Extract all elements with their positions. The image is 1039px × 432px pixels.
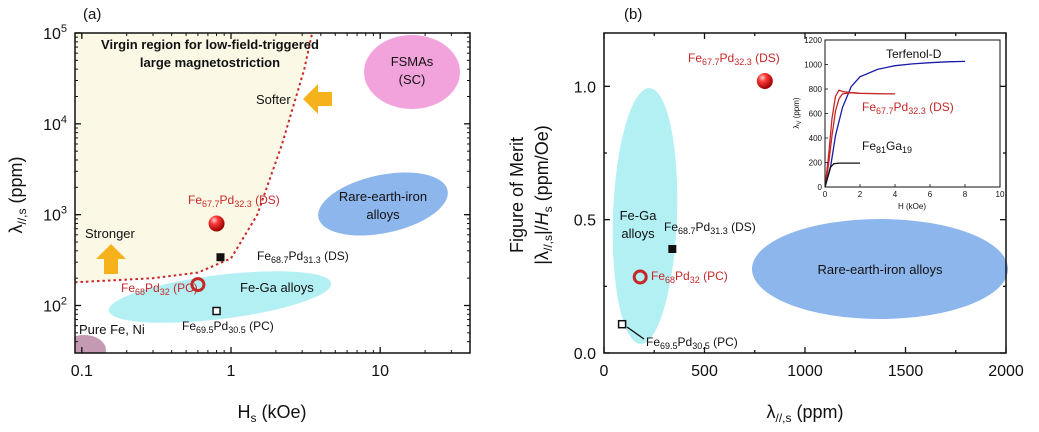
b-fe-ga-alloys-ellipse — [612, 88, 678, 344]
b-y-tick-label: 1.0 — [574, 79, 596, 96]
softer-arrow — [303, 84, 332, 114]
panel-a-ticks: 0.1 1 10 102 103 104 105 — [43, 23, 471, 380]
a-y-tick-label: 104 — [43, 114, 67, 134]
virgin-region-title-line1: Virgin region for low-field-triggered — [101, 37, 319, 52]
a-y-tick-label: 105 — [43, 23, 67, 43]
panel-a-xlabel: Hs (kOe) — [237, 402, 306, 425]
inset-y-tick-label: 1000 — [804, 61, 822, 70]
b-marker-2 — [632, 269, 648, 285]
b-y-tick-label: 0.5 — [574, 213, 596, 230]
a-x-tick-label: 0.1 — [71, 363, 93, 380]
panel-b-ylabel-line1: Figure of Merit — [507, 137, 527, 253]
rare-earth-iron-label-line2: alloys — [366, 207, 400, 222]
b-fe-ga-label-line2: alloys — [621, 226, 655, 241]
a-y-tick-label: 102 — [43, 296, 67, 316]
a-x-tick-label: 10 — [371, 363, 389, 380]
inset-label-fepd: Fe67.7Pd32.3 (DS) — [862, 100, 954, 116]
panel-b-tag: (b) — [624, 6, 642, 23]
inset-y-tick-label: 600 — [809, 110, 823, 119]
panel-a-ylabel: λ//,s (ppm) — [6, 156, 29, 233]
b-marker-0 — [756, 73, 773, 89]
b-x-tick-label: 500 — [691, 363, 718, 380]
b-marker-1 — [668, 245, 677, 253]
b-rare-earth-iron-label: Rare-earth-iron alloys — [818, 262, 943, 277]
panel-a-markers — [190, 215, 225, 316]
fsmas-ellipse — [364, 35, 460, 109]
b-rare-earth-iron-ellipse — [752, 219, 1008, 319]
panel-a: 0.1 1 10 102 103 104 105 Virgin region for low… — [6, 6, 471, 425]
a-x-tick-label: 1 — [227, 363, 236, 380]
fe-ga-alloys-label: Fe-Ga alloys — [240, 280, 314, 295]
inset-x-tick-label: 0 — [823, 190, 828, 199]
panel-a-frame — [74, 32, 471, 354]
b-marker-3 — [617, 319, 627, 329]
rare-earth-iron-label-line1: Rare-earth-iron — [339, 189, 427, 204]
panel-b-xlabel: λ//,s (ppm) — [766, 402, 843, 425]
b-label-fe68pd32-pc: Fe68Pd32 (PC) — [651, 269, 728, 285]
b-label-fe687pd313-ds: Fe68.7Pd31.3 (DS) — [664, 220, 756, 236]
inset-label-terfenol: Terfenol-D — [886, 47, 942, 61]
inset-x-tick-label: 10 — [996, 190, 1005, 199]
inset-y-tick-label: 200 — [809, 159, 823, 168]
b-x-tick-label: 2000 — [988, 363, 1024, 380]
fe-ga-alloys-ellipse — [108, 271, 332, 323]
a-label-fe687pd313-ds: Fe68.7Pd31.3 (DS) — [257, 249, 349, 265]
inset-x-tick-label: 2 — [858, 190, 863, 199]
inset-label-fega: Fe81Ga19 — [862, 139, 912, 155]
a-marker-0 — [208, 215, 225, 232]
inset-y-tick-label: 1200 — [804, 36, 822, 45]
virgin-region-title-line2: large magnetostriction — [140, 55, 280, 70]
b-label-fe695pd305-pc: Fe69.5Pd30.5 (PC) — [646, 335, 738, 351]
inset-xlabel: H (kOe) — [898, 202, 926, 211]
inset-x-tick-label: 8 — [963, 190, 968, 199]
panel-b-markers — [617, 73, 773, 329]
panel-a-tag: (a) — [83, 6, 101, 23]
inset-ticks: 0 2 4 6 8 10 0 200 400 600 800 1000 1200 — [804, 36, 1005, 199]
pure-fe-ni-ellipse — [75, 335, 106, 353]
virgin-region-fill — [75, 33, 313, 283]
pure-fe-ni-label: Pure Fe, Ni — [79, 322, 145, 337]
inset-series-line-3 — [825, 162, 860, 187]
b-x-tick-label: 1500 — [888, 363, 924, 380]
inset-series-line-0 — [825, 60, 966, 187]
rare-earth-iron-ellipse — [318, 172, 448, 236]
inset-y-tick-label: 800 — [809, 85, 823, 94]
fsmas-label-line1: FSMAs — [391, 54, 434, 69]
b-x-tick-label: 0 — [600, 363, 609, 380]
fsmas-label-line2: (SC) — [399, 72, 426, 87]
a-label-fe677pd323-ds: Fe67.7Pd32.3 (DS) — [188, 193, 280, 209]
inset-series-line-2 — [825, 92, 861, 187]
b-y-tick-label: 0.0 — [574, 346, 596, 363]
inset-series — [825, 60, 966, 187]
panel-b-ylabel-line2: |λ//,s|/Hs (ppm/Oe) — [532, 125, 555, 264]
inset-x-tick-label: 6 — [928, 190, 933, 199]
inset-y-tick-label: 0 — [818, 183, 823, 192]
a-marker-1 — [190, 277, 206, 293]
inset-ylabel: λV (ppm) — [792, 97, 803, 128]
b-x-tick-label: 1000 — [787, 363, 823, 380]
inset-series-line-1 — [825, 89, 896, 187]
a-marker-3 — [212, 306, 221, 316]
softer-label: Softer — [256, 92, 291, 107]
b-fe-ga-label-line1: Fe-Ga — [620, 208, 658, 223]
a-label-fe68pd32-pc: Fe68Pd32 (PC) — [121, 281, 198, 297]
stronger-label: Stronger — [85, 226, 136, 241]
a-marker-2 — [216, 253, 225, 262]
inset-y-tick-label: 400 — [809, 134, 823, 143]
a-y-tick-label: 103 — [43, 205, 67, 225]
stronger-arrow — [96, 244, 126, 274]
b-label-fe677pd323-ds: Fe67.7Pd32.3 (DS) — [688, 51, 780, 67]
a-label-fe695pd305-pc: Fe69.5Pd30.5 (PC) — [182, 319, 274, 335]
b-leader-line — [626, 326, 645, 340]
inset-x-tick-label: 4 — [893, 190, 898, 199]
panel-a-plot-area — [75, 33, 460, 353]
